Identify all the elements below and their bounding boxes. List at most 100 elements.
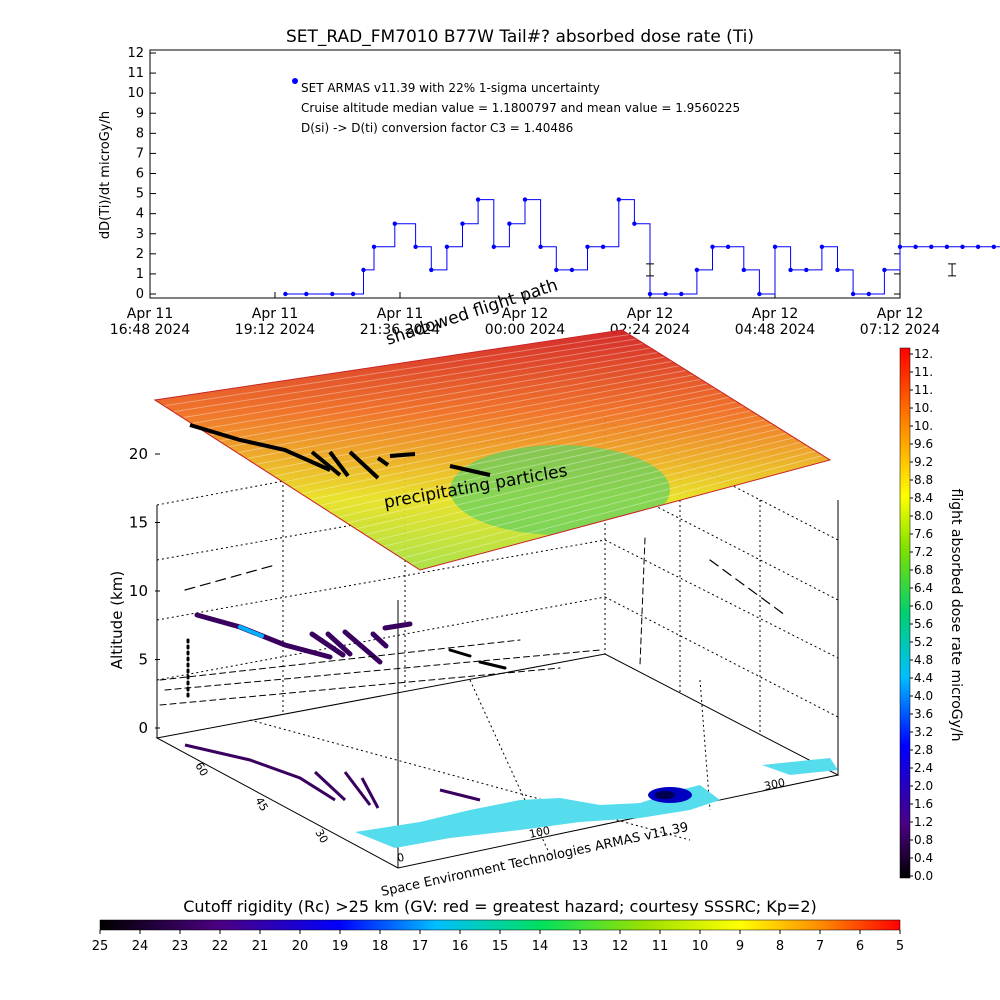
data-point	[929, 244, 934, 249]
layer-stripe	[228, 365, 680, 448]
x-tick-label-line1: Apr 11	[127, 306, 173, 322]
annotations: SET ARMAS v11.39 with 22% 1-sigma uncert…	[292, 78, 740, 135]
error-bar	[646, 263, 654, 277]
layer-stripe	[383, 441, 802, 548]
dose-tick-label: 0.8	[914, 833, 933, 847]
y-tick-label: 5	[136, 187, 144, 202]
layer-stripe	[310, 405, 745, 501]
layer-stripe	[191, 347, 651, 424]
y-tick-label: 8	[136, 126, 144, 141]
dose-tick-label: 3.6	[914, 707, 933, 721]
layer-stripe	[209, 356, 666, 436]
data-point	[694, 267, 700, 273]
dose-tick-label: 3.2	[914, 725, 933, 739]
y-tick-label: 3	[136, 227, 144, 242]
layer-stripe	[291, 396, 730, 489]
data-point	[585, 244, 590, 249]
rigidity-tick-label: 7	[816, 939, 824, 954]
dose-tick-label: 4.0	[914, 689, 933, 703]
annotation-1: SET ARMAS v11.39 with 22% 1-sigma uncert…	[301, 81, 600, 95]
error-bar	[948, 263, 957, 277]
longitude-tick-label: 300	[763, 776, 786, 793]
layer-stripe	[392, 446, 809, 553]
latitude-ticks: 60 45 30	[192, 760, 330, 846]
dose-tick-label: 4.8	[914, 653, 933, 667]
layer-stripe	[374, 437, 795, 542]
rigidity-tick-label: 8	[776, 939, 784, 954]
rigidity-tick-label: 5	[896, 939, 904, 954]
x-tick-label-line2: 02:24 2024	[610, 322, 691, 338]
data-point	[710, 244, 715, 249]
rigidity-tick-label: 17	[412, 939, 429, 954]
data-point	[866, 291, 871, 297]
rigidity-tick-label: 21	[252, 939, 269, 954]
annotation-2: Cruise altitude median value = 1.1800797…	[301, 101, 740, 115]
y-tick-label: 7	[136, 146, 144, 161]
dose-colorbar-gradient	[899, 347, 911, 879]
dose-colorbar: 12. 11. 11. 10. 10. 9.6 9.2 8.8 8.4 8.0 7.6 7.2 6.8 6…	[899, 347, 964, 883]
layer-stripe	[182, 342, 644, 419]
data-point	[944, 244, 950, 249]
layer-stripe	[218, 360, 673, 442]
y-tick-label: 11	[127, 66, 144, 81]
rigidity-tick-label: 14	[532, 939, 549, 954]
dose-tick-label: 7.6	[914, 527, 933, 541]
x-tick-label-line2: 16:48 2024	[110, 322, 191, 338]
rigidity-tick-label: 12	[612, 939, 629, 954]
x-tick-label-line2: 19:12 2024	[235, 322, 316, 338]
data-point	[569, 267, 575, 273]
latitude-tick-label: 60	[192, 760, 210, 779]
data-point	[679, 291, 684, 297]
layer-stripe	[319, 410, 752, 507]
data-point	[330, 291, 335, 297]
y-tick-label: 12	[127, 46, 144, 61]
dose-tick-label: 1.2	[914, 815, 933, 829]
y-tick-label: 2	[136, 247, 144, 262]
altitude-tick-label: 0	[138, 719, 148, 737]
x-tick-label-line2: 21:36 2024	[360, 322, 441, 338]
layer-stripe	[410, 455, 823, 565]
data-point	[429, 267, 434, 273]
dose-tick-label: 10.	[914, 401, 933, 415]
dose-tick-label: 12.	[914, 347, 933, 361]
data-point	[788, 267, 793, 273]
layer-stripe	[355, 428, 780, 530]
data-point	[538, 244, 543, 249]
dose-tick-label: 5.6	[914, 617, 933, 631]
dose-tick-label: 4.4	[914, 671, 933, 685]
data-point	[913, 244, 918, 249]
data-point	[647, 291, 653, 297]
data-point	[882, 267, 887, 273]
rigidity-tick-label: 19	[332, 939, 349, 954]
data-point	[897, 244, 903, 249]
layer-stripe	[173, 338, 637, 413]
x-tick-label-line1: Apr 12	[627, 306, 673, 322]
dose-tick-label: 8.0	[914, 509, 933, 523]
rigidity-tick-label: 25	[92, 939, 109, 954]
y-tick-label: 4	[136, 207, 144, 222]
data-point	[804, 267, 809, 273]
rigidity-tick-label: 18	[372, 939, 389, 954]
rigidity-tick-label: 13	[572, 939, 589, 954]
chart-title: SET_RAD_FM7010 B77W Tail#? absorbed dose…	[286, 27, 754, 47]
data-point	[850, 291, 856, 297]
data-point	[283, 291, 288, 297]
data-point	[554, 267, 559, 273]
data-point	[460, 221, 465, 226]
dose-tick-label: 6.0	[914, 599, 933, 613]
x-tick-label-line1: Apr 11	[252, 306, 298, 322]
y-tick-label: 6	[136, 167, 144, 182]
layer-stripe	[237, 369, 687, 454]
x-tick-label-line1: Apr 12	[877, 306, 923, 322]
dose-tick-label: 0.0	[914, 869, 933, 883]
layer-stripe	[255, 378, 701, 465]
latitude-tick-label: 45	[252, 795, 270, 814]
data-point	[600, 244, 606, 249]
data-point	[757, 291, 762, 297]
data-point	[475, 197, 481, 202]
dose-tick-label: 9.2	[914, 455, 933, 469]
data-point	[491, 244, 496, 249]
series	[283, 197, 1000, 297]
rigidity-tick-label: 9	[736, 939, 744, 954]
